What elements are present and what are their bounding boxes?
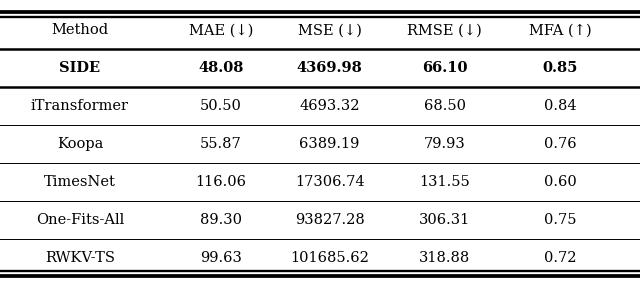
Text: 0.60: 0.60 [543,175,577,189]
Text: 0.85: 0.85 [542,61,578,75]
Text: 93827.28: 93827.28 [295,213,364,227]
Text: 48.08: 48.08 [198,61,243,75]
Text: 6389.19: 6389.19 [300,137,360,151]
Text: 68.50: 68.50 [424,99,466,113]
Text: MSE (↓): MSE (↓) [298,23,362,37]
Text: 0.72: 0.72 [544,251,576,265]
Text: TimesNet: TimesNet [44,175,116,189]
Text: MAE (↓): MAE (↓) [189,23,253,37]
Text: MFA (↑): MFA (↑) [529,23,591,37]
Text: Method: Method [51,23,109,37]
Text: 17306.74: 17306.74 [295,175,364,189]
Text: SIDE: SIDE [60,61,100,75]
Text: 99.63: 99.63 [200,251,242,265]
Text: 55.87: 55.87 [200,137,242,151]
Text: 4369.98: 4369.98 [297,61,362,75]
Text: 50.50: 50.50 [200,99,242,113]
Text: 306.31: 306.31 [419,213,470,227]
Text: One-Fits-All: One-Fits-All [36,213,124,227]
Text: Koopa: Koopa [57,137,103,151]
Text: RWKV-TS: RWKV-TS [45,251,115,265]
Text: 0.84: 0.84 [544,99,576,113]
Text: RMSE (↓): RMSE (↓) [408,23,482,37]
Text: iTransformer: iTransformer [31,99,129,113]
Text: 131.55: 131.55 [419,175,470,189]
Text: 89.30: 89.30 [200,213,242,227]
Text: 318.88: 318.88 [419,251,470,265]
Text: 79.93: 79.93 [424,137,466,151]
Text: 0.75: 0.75 [544,213,576,227]
Text: 116.06: 116.06 [195,175,246,189]
Text: 4693.32: 4693.32 [300,99,360,113]
Text: 66.10: 66.10 [422,61,468,75]
Text: 101685.62: 101685.62 [290,251,369,265]
Text: 0.76: 0.76 [544,137,576,151]
